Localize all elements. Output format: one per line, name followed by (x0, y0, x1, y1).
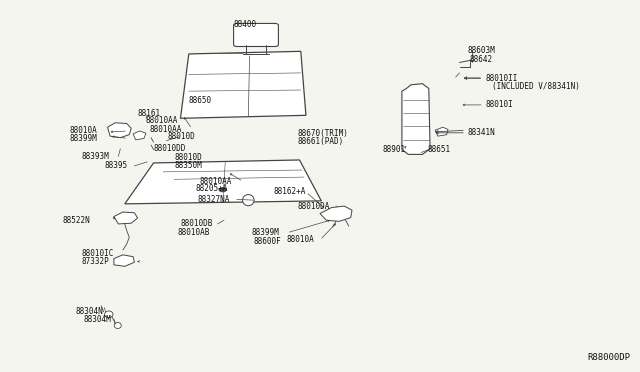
Text: 88603M: 88603M (467, 46, 495, 55)
Text: R88000DP: R88000DP (588, 353, 630, 362)
Text: 88670(TRIM): 88670(TRIM) (298, 129, 348, 138)
Polygon shape (133, 131, 146, 140)
Text: 88161: 88161 (138, 109, 161, 118)
Text: 88010D: 88010D (174, 153, 202, 162)
Text: 88350M: 88350M (174, 161, 202, 170)
Text: 88395: 88395 (104, 161, 127, 170)
Ellipse shape (219, 187, 227, 192)
Polygon shape (402, 84, 430, 154)
Polygon shape (320, 206, 352, 221)
Polygon shape (180, 51, 306, 118)
Text: 88399M: 88399M (69, 134, 97, 143)
Text: 88304N: 88304N (76, 307, 103, 316)
Polygon shape (114, 212, 138, 224)
Ellipse shape (243, 195, 254, 206)
Text: 88010AA: 88010AA (200, 177, 232, 186)
Text: 88400: 88400 (234, 20, 257, 29)
Text: 88162+A: 88162+A (274, 187, 307, 196)
Text: 88642: 88642 (469, 55, 492, 64)
Text: 88341N: 88341N (467, 128, 495, 137)
Text: 88010IC: 88010IC (82, 249, 115, 258)
Polygon shape (114, 255, 134, 266)
Text: 88010II: 88010II (485, 74, 518, 83)
FancyBboxPatch shape (234, 23, 278, 46)
Text: 88522N: 88522N (63, 216, 90, 225)
Polygon shape (125, 160, 321, 204)
Text: 88651: 88651 (428, 145, 451, 154)
Text: (INCLUDED V/88341N): (INCLUDED V/88341N) (492, 82, 579, 91)
Text: 88661(PAD): 88661(PAD) (298, 137, 344, 146)
Text: 87332P: 87332P (82, 257, 109, 266)
Text: 88901: 88901 (383, 145, 406, 154)
Text: 88010AB: 88010AB (178, 228, 211, 237)
Text: 88010AA: 88010AA (149, 125, 182, 134)
Text: 88010I: 88010I (485, 100, 513, 109)
Text: 88010A: 88010A (69, 126, 97, 135)
Polygon shape (435, 127, 448, 136)
Ellipse shape (105, 311, 113, 318)
Text: 88304M: 88304M (83, 315, 111, 324)
Polygon shape (108, 123, 131, 138)
Ellipse shape (114, 323, 122, 328)
Text: 88205+A: 88205+A (195, 185, 228, 193)
Text: 88010D: 88010D (168, 132, 195, 141)
Text: 88600F: 88600F (253, 237, 281, 246)
Text: 88010DA: 88010DA (298, 202, 330, 211)
Text: 88327NA: 88327NA (197, 195, 230, 204)
Text: 88010A: 88010A (287, 235, 314, 244)
Text: 88393M: 88393M (82, 152, 109, 161)
Text: 88010AA: 88010AA (146, 116, 179, 125)
Text: 88650: 88650 (189, 96, 212, 105)
Text: 88399M: 88399M (252, 228, 279, 237)
Text: 88010DD: 88010DD (154, 144, 186, 153)
Text: 88010DB: 88010DB (180, 219, 213, 228)
